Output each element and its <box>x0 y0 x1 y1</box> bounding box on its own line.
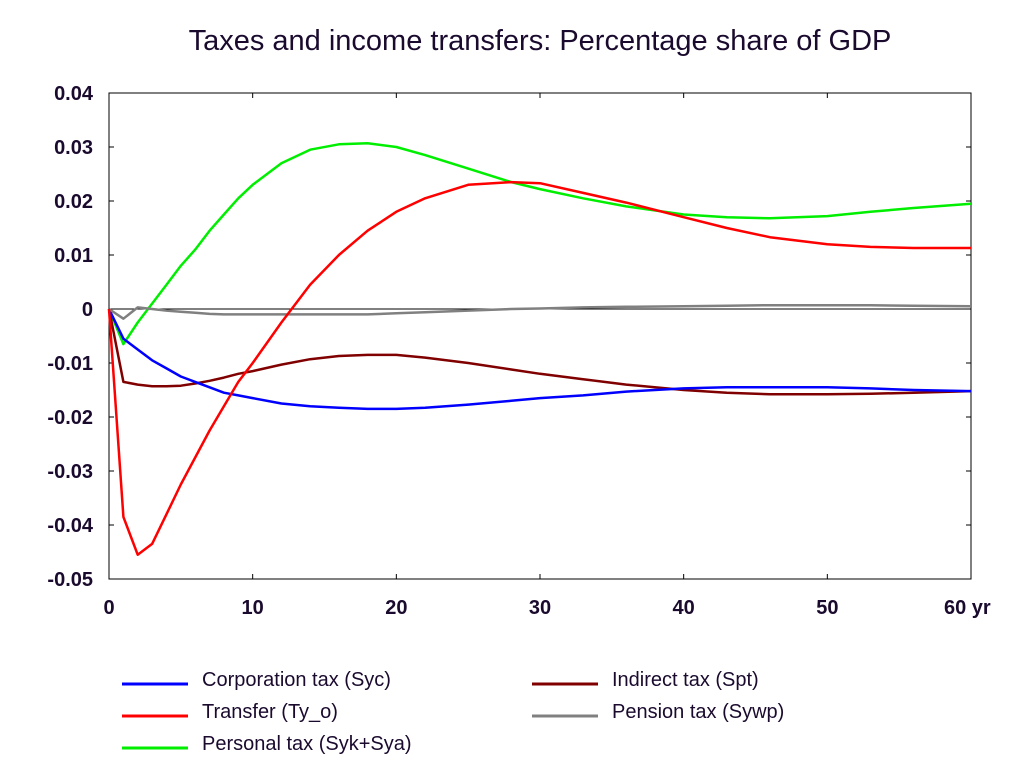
series-lines <box>107 141 972 556</box>
y-tick-label: -0.03 <box>47 461 93 483</box>
legend-label-personal-tax-syk-sya: Personal tax (Syk+Sya) <box>202 733 412 755</box>
legend-label-indirect-tax-spt: Indirect tax (Spt) <box>612 669 759 691</box>
y-tick-label: -0.04 <box>47 515 93 537</box>
plot-frame <box>108 92 972 580</box>
x-tick-label: 20 <box>385 597 407 619</box>
y-tick-label: 0.02 <box>54 191 93 213</box>
x-axis: 0 10 20 30 40 50 60 yr <box>103 93 991 619</box>
x-tick-label: 0 <box>103 597 114 619</box>
series-line-corporation-tax-syc <box>107 308 972 411</box>
series-line-indirect-tax-spt <box>107 308 972 396</box>
x-tick-label: 40 <box>673 597 695 619</box>
series-line-transfer-ty-o <box>107 180 971 556</box>
y-tick-label: -0.01 <box>47 353 93 375</box>
legend: Corporation tax (Syc) Indirect tax (Spt) T… <box>122 669 784 755</box>
chart-title: Taxes and income transfers: Percentage s… <box>189 25 892 57</box>
x-tick-label: 30 <box>529 597 551 619</box>
x-tick-label: 50 <box>816 597 838 619</box>
y-tick-label: 0.03 <box>54 137 93 159</box>
series-line-personal-tax-syk-sya <box>107 141 972 346</box>
x-tick-label: 60 yr <box>944 597 991 619</box>
y-tick-label: 0.01 <box>54 245 93 267</box>
series-line-pension-tax-sywp <box>108 303 972 320</box>
y-tick-label: -0.02 <box>47 407 93 429</box>
legend-label-pension-tax-sywp: Pension tax (Sywp) <box>612 701 784 723</box>
y-tick-label: -0.05 <box>47 569 93 591</box>
y-tick-label: 0 <box>82 299 93 321</box>
legend-label-transfer-ty-o: Transfer (Ty_o) <box>202 701 338 723</box>
x-tick-label: 10 <box>242 597 264 619</box>
y-axis: 0.04 0.03 0.02 0.01 0 -0.01 -0.02 -0.03 -0.04 -0.… <box>47 83 971 591</box>
legend-label-corporation-tax-syc: Corporation tax (Syc) <box>202 669 391 691</box>
y-tick-label: 0.04 <box>54 83 94 105</box>
